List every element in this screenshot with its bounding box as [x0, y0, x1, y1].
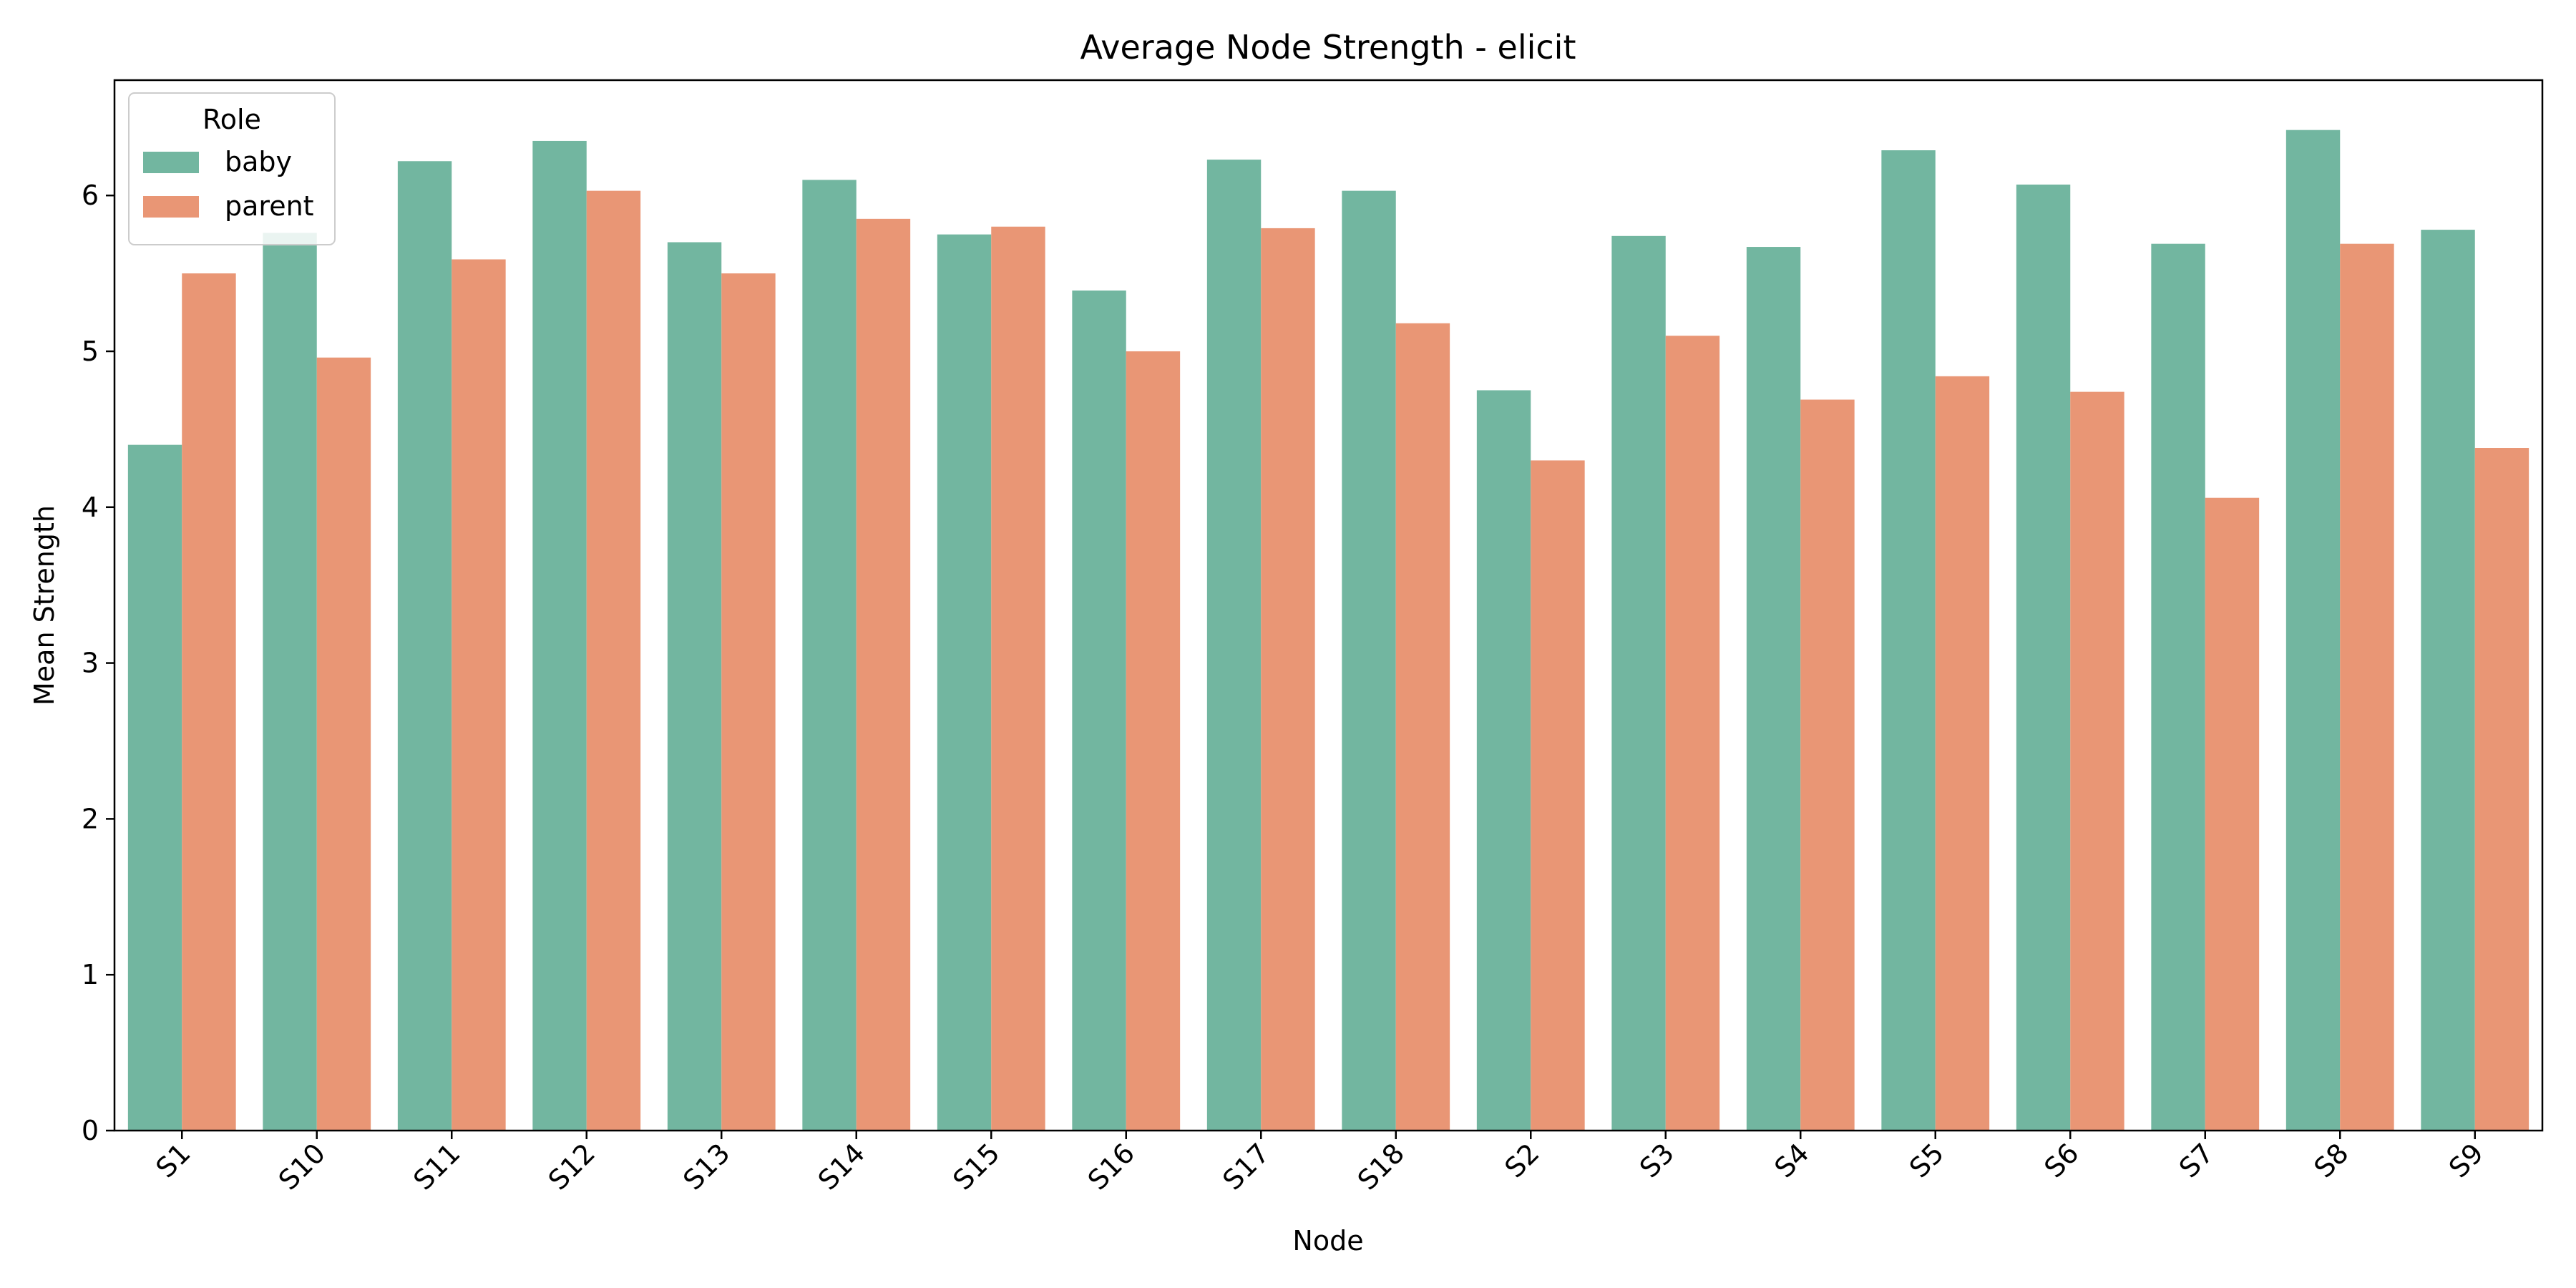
y-tick-label: 1 — [82, 959, 99, 990]
bar-baby-S4 — [1746, 247, 1801, 1131]
bar-parent-S13 — [721, 273, 776, 1131]
x-axis-label: Node — [1292, 1225, 1363, 1257]
bar-parent-S2 — [1531, 460, 1585, 1131]
x-tick-label: S14 — [812, 1137, 871, 1196]
bar-baby-S14 — [802, 180, 857, 1131]
x-tick-label: S16 — [1082, 1137, 1141, 1196]
bar-baby-S2 — [1476, 390, 1531, 1131]
x-tick-label: S10 — [273, 1137, 331, 1196]
x-tick-label: S8 — [2308, 1137, 2354, 1184]
x-tick-label: S7 — [2173, 1137, 2220, 1184]
bar-baby-S8 — [2285, 130, 2341, 1131]
bar-parent-S11 — [452, 259, 506, 1131]
x-tick-label: S15 — [947, 1137, 1005, 1196]
bar-parent-S7 — [2205, 497, 2260, 1131]
bar-parent-S18 — [1395, 323, 1450, 1131]
y-tick-label: 5 — [82, 336, 99, 367]
x-tick-label: S3 — [1634, 1137, 1680, 1184]
x-tick-label: S11 — [407, 1137, 466, 1196]
x-tick-label: S2 — [1498, 1137, 1545, 1184]
x-tick-label: S4 — [1768, 1137, 1815, 1184]
bar-baby-S18 — [1342, 190, 1396, 1131]
y-tick-label: 0 — [82, 1115, 99, 1146]
legend-items: baby parent — [143, 146, 314, 222]
x-tick-label: S12 — [542, 1137, 601, 1196]
x-tick-label: S18 — [1352, 1137, 1410, 1196]
bar-baby-S15 — [937, 234, 992, 1131]
y-tick-label: 4 — [82, 492, 99, 523]
bar-parent-S15 — [991, 226, 1045, 1131]
bar-parent-S17 — [1261, 228, 1315, 1131]
bar-parent-S12 — [586, 190, 641, 1131]
x-tick-label: S6 — [2038, 1137, 2084, 1184]
x-tick-label: S9 — [2443, 1137, 2489, 1184]
chart-title: Average Node Strength - elicit — [1080, 28, 1576, 67]
x-tick-label: S13 — [677, 1137, 736, 1196]
bar-parent-S8 — [2340, 243, 2394, 1131]
bar-baby-S1 — [127, 444, 182, 1131]
bar-baby-S12 — [532, 140, 587, 1131]
bar-baby-S10 — [263, 233, 317, 1131]
bar-parent-S3 — [1665, 336, 1720, 1131]
y-axis-label: Mean Strength — [29, 505, 60, 706]
y-tick-label: 2 — [82, 803, 99, 834]
bar-baby-S5 — [1881, 150, 1936, 1131]
bar-parent-S6 — [2070, 391, 2124, 1131]
legend-label-parent: parent — [225, 190, 314, 222]
bar-parent-S16 — [1126, 351, 1181, 1131]
bar-parent-S14 — [856, 218, 911, 1131]
bar-parent-S4 — [1800, 399, 1855, 1131]
legend-swatch-parent — [143, 196, 199, 218]
bar-parent-S1 — [182, 273, 236, 1131]
bar-baby-S3 — [1611, 235, 1666, 1131]
bar-baby-S6 — [2016, 184, 2071, 1131]
legend-label-baby: baby — [225, 146, 292, 177]
x-tick-label: S1 — [150, 1137, 196, 1184]
x-axis: S1 S10 S11 S12 S13 S14 S15 S16 S17 S18 S2 S3 S4 S5 S6 S… — [150, 1131, 2489, 1196]
bar-parent-S5 — [1935, 376, 1990, 1131]
bar-baby-S17 — [1206, 160, 1262, 1131]
bar-baby-S13 — [667, 242, 722, 1131]
y-tick-label: 3 — [82, 648, 99, 679]
plot-frame — [113, 79, 2544, 1132]
y-axis: 0 1 2 3 4 5 6 — [82, 180, 114, 1146]
legend-title: Role — [203, 104, 261, 135]
bar-baby-S9 — [2421, 230, 2475, 1131]
legend: Role baby parent — [128, 92, 336, 245]
bar-baby-S16 — [1072, 291, 1126, 1131]
legend-swatch-baby — [143, 152, 199, 173]
y-tick-label: 6 — [82, 180, 99, 211]
x-tick-label: S17 — [1216, 1137, 1275, 1196]
bars-layer — [127, 130, 2529, 1131]
bar-baby-S11 — [397, 161, 452, 1131]
bar-parent-S10 — [316, 357, 371, 1131]
x-tick-label: S5 — [1903, 1137, 1950, 1184]
bar-baby-S7 — [2151, 243, 2205, 1131]
bar-parent-S9 — [2474, 448, 2529, 1131]
